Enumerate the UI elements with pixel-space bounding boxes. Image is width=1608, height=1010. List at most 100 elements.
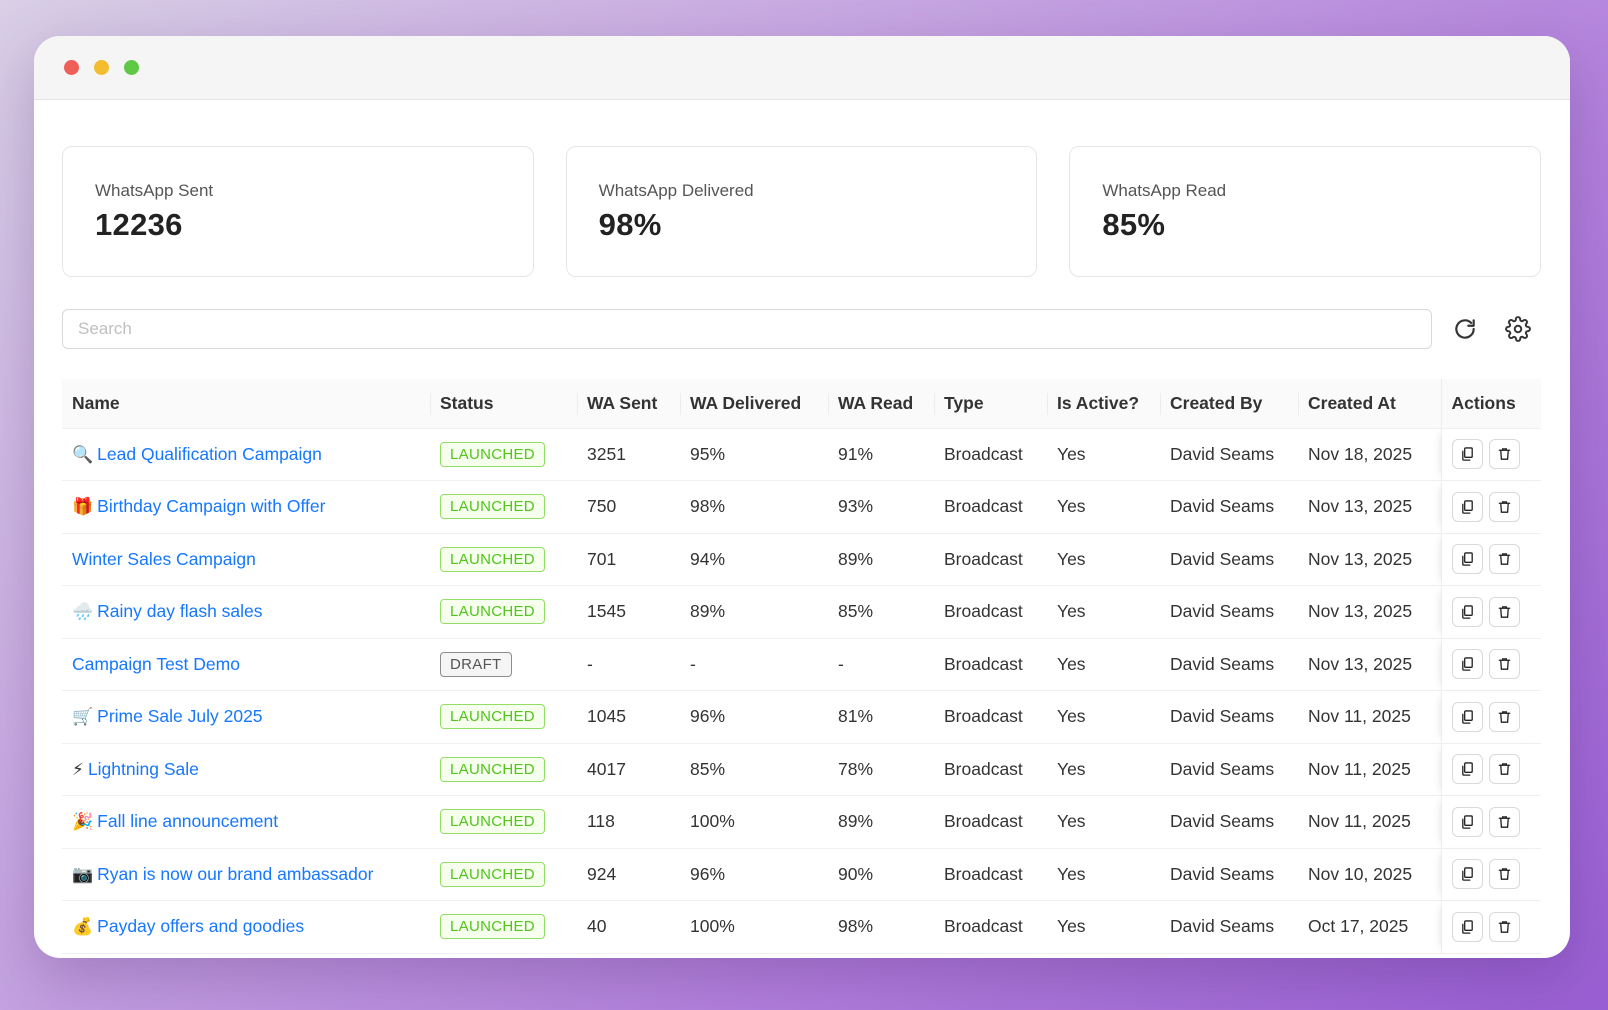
cell-name: 📷 Ryan is now our brand ambassador xyxy=(62,848,430,901)
copy-icon[interactable] xyxy=(1451,649,1483,680)
cell-wa-read: 78% xyxy=(828,743,934,796)
copy-icon[interactable] xyxy=(1451,439,1483,470)
cell-actions xyxy=(1440,638,1541,691)
campaign-name-link[interactable]: Ryan is now our brand ambassador xyxy=(97,863,374,884)
cell-created-by: David Seams xyxy=(1160,428,1298,481)
cell-is-active: Yes xyxy=(1047,795,1160,849)
campaign-name-link[interactable]: Campaign Test Demo xyxy=(72,653,240,674)
cell-wa-read: 81% xyxy=(828,690,934,744)
cell-status: LAUNCHED xyxy=(430,690,577,744)
cell-status: LAUNCHED xyxy=(430,743,577,796)
cell-is-active: Yes xyxy=(1047,900,1160,954)
cell-created-by: David Seams xyxy=(1160,690,1298,744)
maximize-window-button[interactable] xyxy=(124,60,139,75)
cell-wa-delivered: 94% xyxy=(680,533,828,586)
copy-icon[interactable] xyxy=(1451,806,1483,837)
campaign-name-link[interactable]: Birthday Campaign with Offer xyxy=(97,496,326,517)
cell-is-active: Yes xyxy=(1047,743,1160,796)
trash-icon[interactable] xyxy=(1488,649,1520,680)
copy-icon[interactable] xyxy=(1451,596,1483,627)
column-header-created-at[interactable]: Created At xyxy=(1298,379,1441,429)
cell-created-by: David Seams xyxy=(1160,638,1298,691)
stats-cards: WhatsApp Sent 12236 WhatsApp Delivered 9… xyxy=(62,146,1542,277)
copy-icon[interactable] xyxy=(1451,859,1483,890)
column-header-name[interactable]: Name xyxy=(62,379,430,429)
column-header-created-by[interactable]: Created By xyxy=(1160,379,1298,429)
cell-actions xyxy=(1440,848,1541,901)
campaign-emoji-icon: ⚡ xyxy=(72,759,84,779)
campaign-emoji-icon: 🔍 xyxy=(72,444,94,464)
cell-created-by: David Seams xyxy=(1160,743,1298,796)
cell-wa-read: 98% xyxy=(828,900,934,954)
cell-actions xyxy=(1440,480,1541,534)
minimize-window-button[interactable] xyxy=(94,60,109,75)
campaign-name-link[interactable]: Lead Qualification Campaign xyxy=(97,443,322,464)
cell-wa-read: 89% xyxy=(828,795,934,849)
trash-icon[interactable] xyxy=(1488,859,1520,890)
campaign-name-link[interactable]: Fall line announcement xyxy=(97,811,279,832)
campaign-emoji-icon: 🎉 xyxy=(72,812,94,832)
cell-name: 🌧️ Rainy day flash sales xyxy=(62,585,430,639)
cell-created-at: Nov 10, 2025 xyxy=(1298,848,1441,901)
stat-label: WhatsApp Delivered xyxy=(598,181,754,200)
search-input[interactable] xyxy=(62,309,1432,349)
copy-icon[interactable] xyxy=(1451,754,1483,785)
cell-is-active: Yes xyxy=(1047,848,1160,901)
stat-value: 98% xyxy=(598,207,662,242)
cell-type: Broadcast xyxy=(934,690,1047,744)
stat-label: WhatsApp Read xyxy=(1102,181,1227,200)
cell-status: LAUNCHED xyxy=(430,900,577,954)
cell-created-by: David Seams xyxy=(1160,480,1298,534)
cell-created-by: David Seams xyxy=(1160,848,1298,901)
cell-created-at: Nov 13, 2025 xyxy=(1298,533,1441,586)
copy-icon[interactable] xyxy=(1451,911,1483,942)
campaign-name-link[interactable]: Winter Sales Campaign xyxy=(72,548,256,569)
cell-type: Broadcast xyxy=(934,900,1047,954)
cell-type: Broadcast xyxy=(934,638,1047,691)
cell-name: 🎉 Fall line announcement xyxy=(62,795,430,849)
cell-created-at: Nov 11, 2025 xyxy=(1298,690,1441,744)
campaign-name-link[interactable]: Rainy day flash sales xyxy=(97,601,263,622)
trash-icon[interactable] xyxy=(1488,491,1520,522)
cell-wa-delivered: 100% xyxy=(680,795,828,849)
cell-wa-sent: 750 xyxy=(577,480,680,534)
cell-name: ⚡ Lightning Sale xyxy=(62,743,430,796)
cell-wa-delivered: 100% xyxy=(680,900,828,954)
trash-icon[interactable] xyxy=(1488,701,1520,732)
cell-wa-read: - xyxy=(828,638,934,691)
column-header-status[interactable]: Status xyxy=(430,379,577,429)
trash-icon[interactable] xyxy=(1488,911,1520,942)
copy-icon[interactable] xyxy=(1451,491,1483,522)
cell-wa-read: 93% xyxy=(828,480,934,534)
column-header-wa-sent[interactable]: WA Sent xyxy=(577,379,680,429)
status-badge: LAUNCHED xyxy=(440,494,545,520)
trash-icon[interactable] xyxy=(1488,754,1520,785)
copy-icon[interactable] xyxy=(1451,544,1483,575)
cell-type: Broadcast xyxy=(934,743,1047,796)
cell-wa-delivered: - xyxy=(680,638,828,691)
trash-icon[interactable] xyxy=(1488,806,1520,837)
campaign-emoji-icon: 💰 xyxy=(72,917,94,937)
gear-icon[interactable] xyxy=(1498,309,1538,349)
close-window-button[interactable] xyxy=(64,60,79,75)
column-header-type[interactable]: Type xyxy=(934,379,1047,429)
cell-name: 💰 Payday offers and goodies xyxy=(62,900,430,954)
column-header-wa-read[interactable]: WA Read xyxy=(828,379,934,429)
column-header-wa-delivered[interactable]: WA Delivered xyxy=(680,379,828,429)
campaign-name-link[interactable]: Payday offers and goodies xyxy=(97,916,305,937)
cell-name: 🔍 Lead Qualification Campaign xyxy=(62,428,430,481)
copy-icon[interactable] xyxy=(1451,701,1483,732)
column-header-actions: Actions xyxy=(1440,379,1541,429)
campaign-name-link[interactable]: Lightning Sale xyxy=(87,758,199,779)
refresh-icon[interactable] xyxy=(1445,309,1485,349)
column-header-is-active[interactable]: Is Active? xyxy=(1047,379,1160,429)
cell-actions xyxy=(1440,743,1541,796)
stat-card-delivered: WhatsApp Delivered 98% xyxy=(565,146,1038,277)
cell-wa-delivered: 89% xyxy=(680,585,828,639)
campaign-emoji-icon: 📷 xyxy=(72,864,94,884)
campaign-name-link[interactable]: Prime Sale July 2025 xyxy=(97,706,263,727)
cell-type: Broadcast xyxy=(934,480,1047,534)
trash-icon[interactable] xyxy=(1488,544,1520,575)
trash-icon[interactable] xyxy=(1488,439,1520,470)
trash-icon[interactable] xyxy=(1488,596,1520,627)
